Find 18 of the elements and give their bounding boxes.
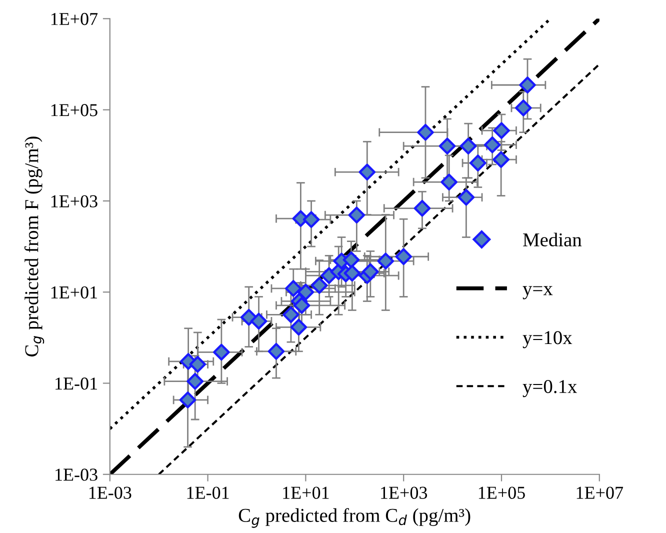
legend-label: y=x: [522, 286, 553, 300]
x-axis-title: C$_{g}$ predicted from C$_{d}$ (pg/m³): [238, 508, 470, 528]
y-tick-label: 1E-03: [56, 468, 98, 481]
x-tick-label: 1E-03: [89, 486, 132, 499]
y-axis-title: C$_{g}$ predicted from F (pg/m³): [24, 136, 44, 356]
legend-label: Median: [523, 232, 582, 246]
y-tick-label: 1E+05: [51, 104, 98, 116]
y-tick-label: 1E+07: [51, 12, 98, 26]
y-tick-label: 1E-01: [56, 377, 98, 390]
legend-label: y=10x: [522, 331, 572, 348]
legend-label: y=0.1x: [522, 380, 577, 398]
x-tick-label: 1E+07: [576, 486, 624, 499]
x-tick-label: 1E+01: [283, 486, 329, 499]
y-tick-label: 1E+03: [51, 195, 98, 208]
x-tick-label: 1E+05: [478, 486, 525, 499]
x-tick-label: 1E+03: [381, 486, 428, 499]
x-tick-label: 1E-01: [187, 486, 229, 499]
y-tick-label: 1E+01: [51, 286, 98, 299]
